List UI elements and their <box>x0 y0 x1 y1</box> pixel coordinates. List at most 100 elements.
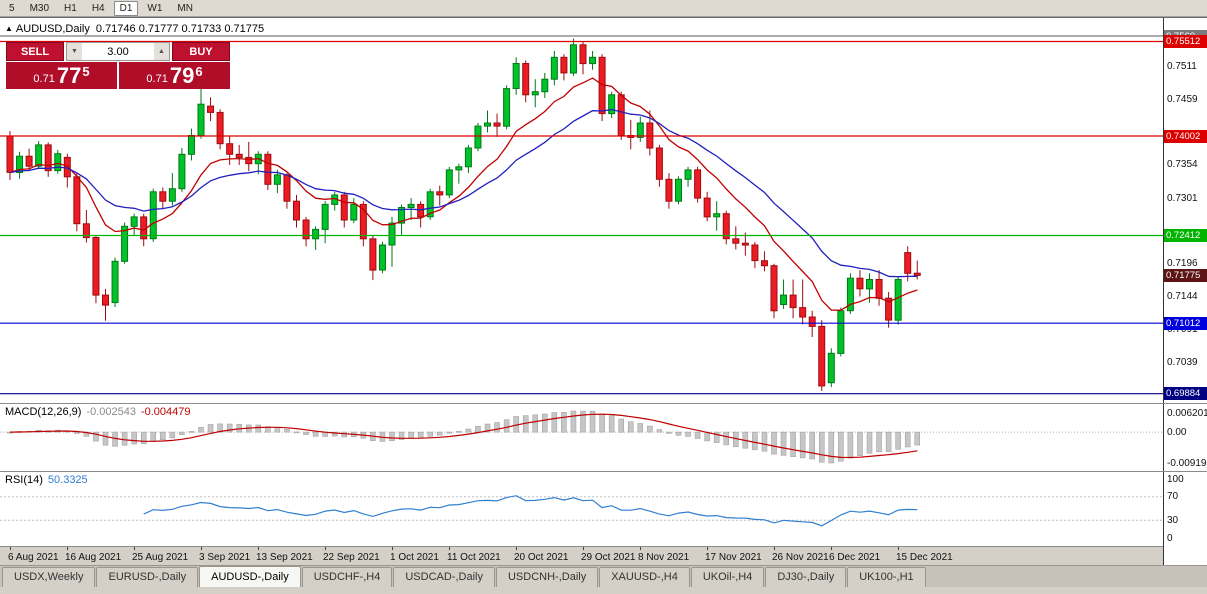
time-axis-tick <box>201 547 202 550</box>
timeframe-button-m30[interactable]: M30 <box>29 2 50 14</box>
chart-tab-audusd-daily[interactable]: AUDUSD-,Daily <box>199 566 301 587</box>
time-axis-tick <box>774 547 775 550</box>
level-price-label: 0.71012 <box>1164 317 1207 330</box>
time-axis-tick <box>640 547 641 550</box>
macd-axis-zero: 0.00 <box>1167 427 1187 438</box>
chart-ohlc-values: 0.71746 0.71777 0.71733 0.71775 <box>95 23 265 35</box>
time-axis-label: 1 Oct 2021 <box>390 552 439 563</box>
chart-tab-usdx-weekly[interactable]: USDX,Weekly <box>2 567 96 587</box>
chart-window: ▲ AUDUSD,Daily 0.71746 0.71777 0.71733 0.7… <box>0 17 1207 566</box>
level-price-label: 0.69884 <box>1164 387 1207 400</box>
price-axis-tick: 0.7354 <box>1167 159 1198 170</box>
rsi-value: 50.3325 <box>47 474 88 486</box>
level-price-label: 0.72412 <box>1164 229 1207 242</box>
timeframe-button-w1[interactable]: W1 <box>147 2 163 14</box>
time-axis-tick <box>898 547 899 550</box>
chart-tab-usdchf-h4[interactable]: USDCHF-,H4 <box>301 567 393 587</box>
time-axis-tick <box>831 547 832 550</box>
macd-axis-min: -0.00919 <box>1167 458 1207 469</box>
timeframe-button-d1[interactable]: D1 <box>113 0 139 16</box>
chart-tab-eurusd-daily[interactable]: EURUSD-,Daily <box>96 567 199 587</box>
time-axis-label: 17 Nov 2021 <box>705 552 762 563</box>
sell-price-display[interactable]: 0.71 77 5 <box>6 62 117 89</box>
volume-input[interactable] <box>82 43 154 60</box>
time-axis-tick <box>583 547 584 550</box>
time-axis-label: 3 Sep 2021 <box>199 552 251 563</box>
time-axis-label: 11 Oct 2021 <box>447 552 501 563</box>
timeframe-toolbar: 5 M30 H1 H4 D1 W1 MN <box>0 0 1207 17</box>
current-bid-label: 0.71775 <box>1164 269 1207 282</box>
time-axis-label: 20 Oct 2021 <box>514 552 569 563</box>
chart-tab-dj30-daily[interactable]: DJ30-,Daily <box>765 567 847 587</box>
time-axis-label: 13 Sep 2021 <box>256 552 313 563</box>
time-axis-tick <box>10 547 11 550</box>
time-axis-tick <box>134 547 135 550</box>
rsi-axis-tick: 70 <box>1167 491 1179 502</box>
rsi-axis-tick: 0 <box>1167 533 1173 544</box>
time-axis-label: 29 Oct 2021 <box>581 552 636 563</box>
chart-tab-usdcnh-daily[interactable]: USDCNH-,Daily <box>495 567 599 587</box>
macd-axis-max: 0.006201 <box>1167 408 1207 419</box>
chart-title: AUDUSD,Daily <box>15 23 90 35</box>
macd-pane <box>0 410 1163 464</box>
rsi-axis-tick: 30 <box>1167 515 1179 526</box>
price-axis-tick: 0.7196 <box>1167 258 1198 269</box>
timeframe-button-mn[interactable]: MN <box>177 2 193 14</box>
price-pane <box>0 35 1163 395</box>
volume-increase-button[interactable]: ▲ <box>154 43 169 60</box>
time-axis-tick <box>67 547 68 550</box>
time-axis-label: 16 Aug 2021 <box>65 552 122 563</box>
time-axis-tick <box>707 547 708 550</box>
time-axis-tick <box>392 547 393 550</box>
chart-tab-xauusd-h4[interactable]: XAUUSD-,H4 <box>599 567 690 587</box>
buy-price-pip-digit: 6 <box>195 64 203 79</box>
time-axis-tick <box>325 547 326 550</box>
macd-name: MACD(12,26,9) <box>5 406 82 418</box>
time-axis-tick <box>516 547 517 550</box>
time-axis-label: 6 Dec 2021 <box>829 552 881 563</box>
timeframe-button-h1[interactable]: H1 <box>64 2 77 14</box>
timeframe-button-5[interactable]: 5 <box>9 2 15 14</box>
chart-tab-uk100-h1[interactable]: UK100-,H1 <box>847 567 926 587</box>
time-axis: 6 Aug 2021 16 Aug 2021 25 Aug 2021 3 Sep 20… <box>0 546 1163 566</box>
rsi-indicator-label: RSI(14) 50.3325 <box>5 474 88 486</box>
chart-header: ▲ AUDUSD,Daily 0.71746 0.71777 0.71733 0.7… <box>5 23 264 35</box>
price-axis-tick: 0.7301 <box>1167 193 1198 204</box>
price-axis: 0.7511 0.7459 0.7354 0.7301 0.7196 0.7144 0.70… <box>1163 18 1207 566</box>
macd-main-value: -0.002543 <box>86 406 136 418</box>
chart-tab-usdcad-daily[interactable]: USDCAD-,Daily <box>393 567 495 587</box>
rsi-axis-tick: 100 <box>1167 474 1184 485</box>
price-axis-tick: 0.7039 <box>1167 357 1198 368</box>
time-axis-label: 25 Aug 2021 <box>132 552 189 563</box>
buy-price-big-digits: 79 <box>169 63 195 88</box>
time-axis-label: 26 Nov 2021 <box>772 552 829 563</box>
timeframe-button-h4[interactable]: H4 <box>91 2 105 14</box>
rsi-pane <box>0 495 1163 527</box>
time-axis-tick <box>449 547 450 550</box>
time-axis-label: 8 Nov 2021 <box>638 552 690 563</box>
volume-decrease-button[interactable]: ▼ <box>67 43 82 60</box>
sell-price-prefix: 0.71 <box>33 73 55 85</box>
price-axis-tick: 0.7511 <box>1167 61 1197 72</box>
sell-price-big-digits: 77 <box>56 63 82 88</box>
chart-tab-ukoil-h4[interactable]: UKOil-,H4 <box>690 567 765 587</box>
chart-symbol-icon: ▲ <box>5 24 13 33</box>
price-axis-tick: 0.7144 <box>1167 291 1198 302</box>
chart-plot-area: ▲ AUDUSD,Daily 0.71746 0.71777 0.71733 0.7… <box>0 18 1163 566</box>
buy-button[interactable]: BUY <box>172 42 230 61</box>
time-axis-label: 22 Sep 2021 <box>323 552 380 563</box>
buy-price-display[interactable]: 0.71 79 6 <box>119 62 230 89</box>
sell-price-pip-digit: 5 <box>82 64 90 79</box>
pane-divider[interactable] <box>0 403 1207 404</box>
rsi-name: RSI(14) <box>5 474 43 486</box>
time-axis-label: 6 Aug 2021 <box>8 552 59 563</box>
buy-price-prefix: 0.71 <box>146 73 168 85</box>
time-axis-label: 15 Dec 2021 <box>896 552 953 563</box>
sell-button[interactable]: SELL <box>6 42 64 61</box>
pane-divider[interactable] <box>0 471 1207 472</box>
macd-signal-value: -0.004479 <box>140 406 191 418</box>
price-axis-tick: 0.7459 <box>1167 94 1198 105</box>
macd-indicator-label: MACD(12,26,9) -0.002543 -0.004479 <box>5 406 191 418</box>
